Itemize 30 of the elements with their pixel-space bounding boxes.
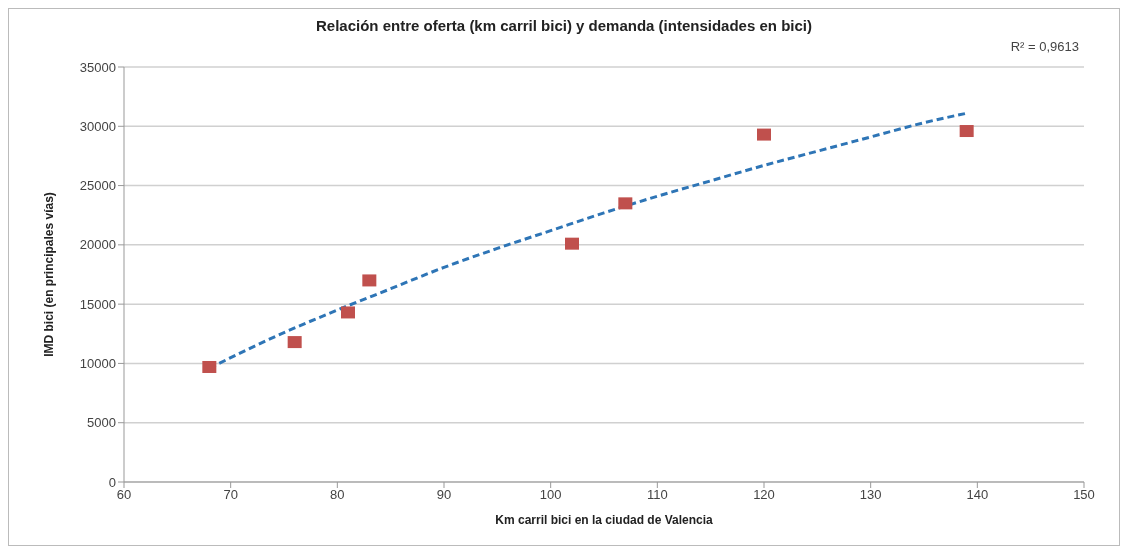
point <box>362 274 377 287</box>
y-tick-label: 30000 <box>79 118 116 134</box>
x-tick-label: 60 <box>116 487 132 503</box>
chart-title: Relación entre oferta (km carril bici) y demanda (intensidades en bici) <box>315 17 813 34</box>
y-tick-label: 20000 <box>79 237 116 253</box>
x-tick-label: 120 <box>753 487 775 503</box>
x-tick-label: 140 <box>966 487 989 503</box>
point <box>757 128 771 141</box>
x-tick-label: 70 <box>223 487 238 503</box>
y-tick-label: 35000 <box>79 59 116 75</box>
x-tick-label: 150 <box>1073 487 1095 503</box>
y-tick-label: 5000 <box>87 415 116 431</box>
point <box>618 197 633 210</box>
y-tick-label: 0 <box>108 474 116 490</box>
y-tick-label: 10000 <box>79 356 116 372</box>
text: R² = 0,9613 <box>1010 39 1079 54</box>
point <box>341 306 355 319</box>
x-tick-label: 80 <box>330 487 345 503</box>
point <box>959 125 974 138</box>
x-tick-label: 110 <box>646 487 668 503</box>
x-axis-title: Km carril bici en la ciudad de Valencia <box>495 513 714 527</box>
y-axis-title: IMD bici (en principales vías) <box>42 192 57 357</box>
point <box>202 360 217 373</box>
y-tick-label: 25000 <box>79 178 116 194</box>
point <box>287 336 302 349</box>
x-tick-label: 90 <box>436 487 452 503</box>
x-tick-label: 130 <box>859 487 882 503</box>
y-tick-label: 15000 <box>79 296 116 312</box>
x-tick-label: 100 <box>539 487 562 503</box>
point <box>565 237 579 250</box>
